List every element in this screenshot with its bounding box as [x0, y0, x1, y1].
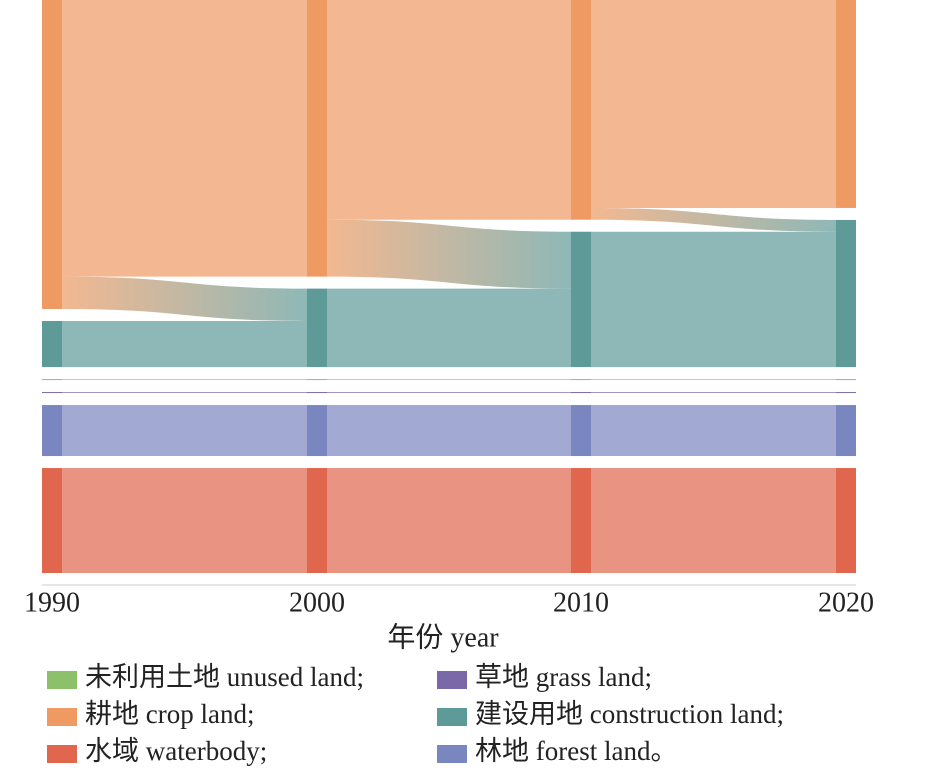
x-axis-title: 年份 year [387, 621, 499, 653]
legend-label: 未利用土地 unused land; [85, 662, 364, 692]
flow [62, 276, 307, 321]
flow [591, 468, 836, 573]
node [42, 320, 62, 368]
flow [62, 379, 307, 381]
legend-label: 耕地 crop land; [85, 699, 254, 729]
node [307, 468, 327, 573]
x-ticks: 1990 2000 2010 2020 [24, 587, 874, 618]
flow [591, 0, 836, 208]
node [836, 392, 856, 394]
flow [327, 405, 571, 457]
flow [327, 379, 571, 381]
legend-swatch [437, 745, 467, 763]
legend-label: 林地 forest land。 [475, 736, 677, 766]
legend-swatch [47, 708, 77, 726]
x-tick-label: 1990 [24, 587, 80, 618]
node [307, 392, 327, 394]
flow [591, 207, 836, 232]
node [836, 468, 856, 573]
legend-label: 草地 grass land; [475, 662, 652, 692]
legend-label: 建设用地 construction land; [475, 699, 784, 729]
node [42, 392, 62, 394]
legend-label: 水域 waterbody; [85, 736, 267, 766]
node [307, 0, 327, 277]
flow [62, 405, 307, 457]
flow [327, 288, 571, 368]
node [42, 405, 62, 457]
flow [62, 392, 307, 394]
flows [62, 0, 836, 573]
flow [327, 468, 571, 573]
flow [327, 219, 571, 289]
node [42, 379, 62, 381]
node [307, 405, 327, 457]
node [836, 405, 856, 457]
node [571, 0, 591, 220]
flow [591, 392, 836, 394]
legend: 耕地 crop land; 建设用地 construction land; 未利用土… [47, 662, 784, 766]
flow [62, 320, 307, 368]
flow [62, 0, 307, 277]
node [42, 468, 62, 573]
node [836, 379, 856, 381]
x-tick-label: 2000 [289, 587, 345, 618]
nodes [42, 0, 856, 573]
node [571, 405, 591, 457]
flow [327, 0, 571, 220]
node [571, 468, 591, 573]
legend-swatch [47, 745, 77, 763]
flow [62, 468, 307, 573]
node [571, 392, 591, 394]
node [571, 379, 591, 381]
flow [591, 231, 836, 368]
node [307, 379, 327, 381]
legend-swatch [437, 671, 467, 689]
flow [327, 392, 571, 394]
legend-swatch [437, 708, 467, 726]
node [307, 288, 327, 368]
flow [591, 405, 836, 457]
node [42, 0, 62, 309]
legend-swatch [47, 671, 77, 689]
node [836, 0, 856, 208]
x-tick-label: 2010 [553, 587, 609, 618]
x-tick-label: 2020 [818, 587, 874, 618]
node [836, 219, 856, 368]
node [571, 231, 591, 368]
flow [591, 379, 836, 381]
